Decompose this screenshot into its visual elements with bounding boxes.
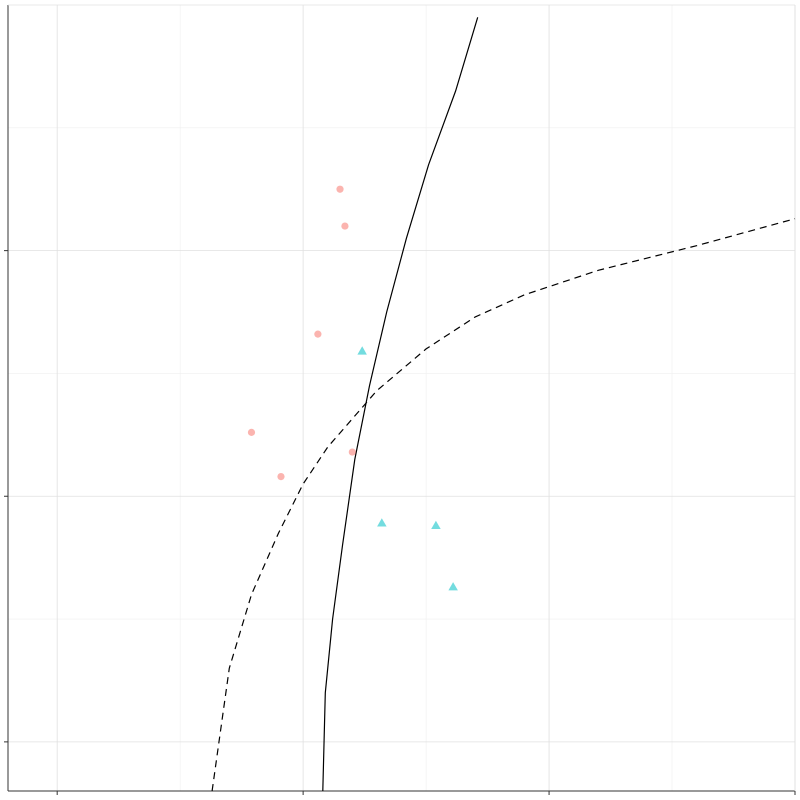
solid-curve — [322, 17, 479, 792]
data-point-circle — [314, 330, 322, 338]
data-point-triangle — [448, 582, 458, 591]
data-point-circle — [336, 185, 344, 193]
data-point-circle — [341, 222, 349, 230]
data-point-circle — [348, 448, 356, 456]
curves — [211, 17, 796, 792]
data-point-triangle — [431, 520, 441, 529]
data-point-circle — [247, 428, 256, 436]
dashed-curve — [211, 218, 796, 792]
data-point-circle — [277, 473, 285, 481]
data-point-triangle — [357, 346, 367, 355]
points — [247, 185, 458, 591]
axes — [4, 4, 796, 795]
plot-panel — [8, 5, 795, 791]
data-point-triangle — [377, 518, 387, 527]
